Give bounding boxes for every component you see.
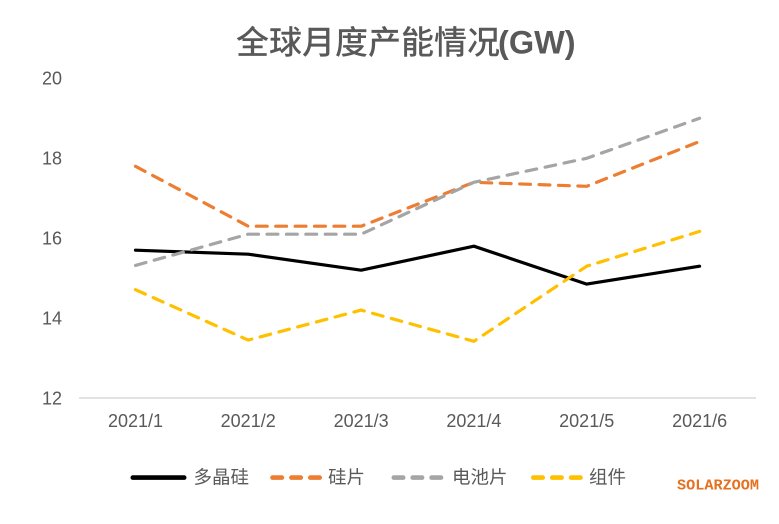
svg-text:(GW): (GW) [498,25,576,61]
svg-text:16: 16 [42,229,62,249]
svg-text:2021/2: 2021/2 [221,411,276,431]
svg-text:2021/1: 2021/1 [108,411,163,431]
svg-text:18: 18 [42,149,62,169]
svg-text:14: 14 [42,308,62,328]
svg-text:12: 12 [42,388,62,408]
svg-text:2021/6: 2021/6 [672,411,727,431]
svg-text:2021/3: 2021/3 [334,411,389,431]
svg-text:SOLARZOOM: SOLARZOOM [677,476,759,494]
svg-text:2021/5: 2021/5 [559,411,614,431]
svg-text:2021/4: 2021/4 [446,411,501,431]
svg-text:20: 20 [42,69,62,89]
